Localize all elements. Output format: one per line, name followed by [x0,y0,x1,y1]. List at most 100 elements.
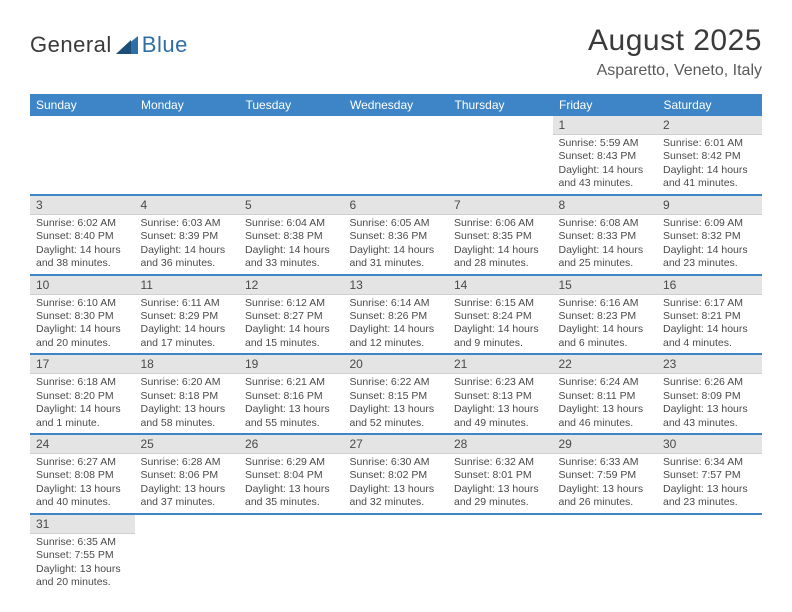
sunset-text: Sunset: 8:04 PM [245,469,338,482]
day-number: 8 [553,196,658,215]
day-details: Sunrise: 6:20 AMSunset: 8:18 PMDaylight:… [135,374,240,433]
daylight-text: Daylight: 13 hours and 20 minutes. [36,563,129,590]
sunset-text: Sunset: 8:39 PM [141,230,234,243]
sunrise-text: Sunrise: 6:23 AM [454,376,547,389]
weekday-header: Sunday [30,94,135,116]
calendar-cell: 21Sunrise: 6:23 AMSunset: 8:13 PMDayligh… [448,354,553,434]
daylight-text: Daylight: 14 hours and 33 minutes. [245,244,338,271]
day-number: 26 [239,435,344,454]
day-number: 10 [30,276,135,295]
sunrise-text: Sunrise: 6:24 AM [559,376,652,389]
calendar-cell: 1Sunrise: 5:59 AMSunset: 8:43 PMDaylight… [553,116,658,195]
calendar-week-row: 10Sunrise: 6:10 AMSunset: 8:30 PMDayligh… [30,275,762,355]
day-details: Sunrise: 6:21 AMSunset: 8:16 PMDaylight:… [239,374,344,433]
sunset-text: Sunset: 8:08 PM [36,469,129,482]
day-details: Sunrise: 6:06 AMSunset: 8:35 PMDaylight:… [448,215,553,274]
day-details: Sunrise: 6:30 AMSunset: 8:02 PMDaylight:… [344,454,449,513]
weekday-header: Friday [553,94,658,116]
day-number: 4 [135,196,240,215]
day-details: Sunrise: 6:22 AMSunset: 8:15 PMDaylight:… [344,374,449,433]
day-number: 17 [30,355,135,374]
sunset-text: Sunset: 8:29 PM [141,310,234,323]
day-details: Sunrise: 6:17 AMSunset: 8:21 PMDaylight:… [657,295,762,354]
daylight-text: Daylight: 13 hours and 46 minutes. [559,403,652,430]
page-subtitle: Asparetto, Veneto, Italy [588,62,762,80]
calendar-cell: 13Sunrise: 6:14 AMSunset: 8:26 PMDayligh… [344,275,449,355]
calendar-cell [344,116,449,195]
sunset-text: Sunset: 8:13 PM [454,390,547,403]
calendar-week-row: 3Sunrise: 6:02 AMSunset: 8:40 PMDaylight… [30,195,762,275]
sunrise-text: Sunrise: 6:29 AM [245,456,338,469]
daylight-text: Daylight: 14 hours and 1 minute. [36,403,129,430]
day-details: Sunrise: 6:26 AMSunset: 8:09 PMDaylight:… [657,374,762,433]
calendar-cell: 5 Sunrise: 6:04 AMSunset: 8:38 PMDaylight… [239,195,344,275]
day-number: 13 [344,276,449,295]
day-details: Sunrise: 6:24 AMSunset: 8:11 PMDaylight:… [553,374,658,433]
daylight-text: Daylight: 14 hours and 38 minutes. [36,244,129,271]
daylight-text: Daylight: 14 hours and 43 minutes. [559,164,652,191]
day-number: 24 [30,435,135,454]
day-number: 14 [448,276,553,295]
day-details: Sunrise: 6:09 AMSunset: 8:32 PMDaylight:… [657,215,762,274]
sunrise-text: Sunrise: 6:12 AM [245,297,338,310]
sunrise-text: Sunrise: 6:15 AM [454,297,547,310]
day-number: 20 [344,355,449,374]
sunrise-text: Sunrise: 6:08 AM [559,217,652,230]
daylight-text: Daylight: 14 hours and 31 minutes. [350,244,443,271]
daylight-text: Daylight: 14 hours and 9 minutes. [454,323,547,350]
sunset-text: Sunset: 8:43 PM [559,150,652,163]
day-number: 15 [553,276,658,295]
sunset-text: Sunset: 8:38 PM [245,230,338,243]
day-number: 6 [344,196,449,215]
daylight-text: Daylight: 14 hours and 20 minutes. [36,323,129,350]
daylight-text: Daylight: 13 hours and 35 minutes. [245,483,338,510]
weekday-header: Monday [135,94,240,116]
day-number: 9 [657,196,762,215]
sunset-text: Sunset: 8:21 PM [663,310,756,323]
sunrise-text: Sunrise: 6:33 AM [559,456,652,469]
sunrise-text: Sunrise: 6:17 AM [663,297,756,310]
day-number: 5 [239,196,344,215]
sunset-text: Sunset: 8:18 PM [141,390,234,403]
calendar-cell [30,116,135,195]
sunset-text: Sunset: 8:01 PM [454,469,547,482]
day-details: Sunrise: 6:03 AMSunset: 8:39 PMDaylight:… [135,215,240,274]
day-details: Sunrise: 6:28 AMSunset: 8:06 PMDaylight:… [135,454,240,513]
day-details: Sunrise: 6:35 AMSunset: 7:55 PMDaylight:… [30,534,135,593]
day-details: Sunrise: 5:59 AMSunset: 8:43 PMDaylight:… [553,135,658,194]
calendar-cell: 28Sunrise: 6:32 AMSunset: 8:01 PMDayligh… [448,434,553,514]
calendar-cell: 20Sunrise: 6:22 AMSunset: 8:15 PMDayligh… [344,354,449,434]
calendar-cell [448,116,553,195]
sunset-text: Sunset: 8:23 PM [559,310,652,323]
sunrise-text: Sunrise: 6:14 AM [350,297,443,310]
sunrise-text: Sunrise: 6:32 AM [454,456,547,469]
day-number: 11 [135,276,240,295]
calendar-cell: 30Sunrise: 6:34 AMSunset: 7:57 PMDayligh… [657,434,762,514]
daylight-text: Daylight: 13 hours and 23 minutes. [663,483,756,510]
sunset-text: Sunset: 8:33 PM [559,230,652,243]
calendar-cell: 23Sunrise: 6:26 AMSunset: 8:09 PMDayligh… [657,354,762,434]
sunrise-text: Sunrise: 6:26 AM [663,376,756,389]
calendar-week-row: 24Sunrise: 6:27 AMSunset: 8:08 PMDayligh… [30,434,762,514]
header: General Blue August 2025 Asparetto, Vene… [30,24,762,80]
weekday-header: Thursday [448,94,553,116]
sunset-text: Sunset: 8:42 PM [663,150,756,163]
day-number: 23 [657,355,762,374]
weekday-header: Saturday [657,94,762,116]
day-number: 31 [30,515,135,534]
sunrise-text: Sunrise: 6:11 AM [141,297,234,310]
day-details: Sunrise: 6:01 AMSunset: 8:42 PMDaylight:… [657,135,762,194]
daylight-text: Daylight: 14 hours and 4 minutes. [663,323,756,350]
sunrise-text: Sunrise: 6:06 AM [454,217,547,230]
day-details: Sunrise: 6:10 AMSunset: 8:30 PMDaylight:… [30,295,135,354]
daylight-text: Daylight: 13 hours and 52 minutes. [350,403,443,430]
calendar-cell: 7Sunrise: 6:06 AMSunset: 8:35 PMDaylight… [448,195,553,275]
day-details: Sunrise: 6:29 AMSunset: 8:04 PMDaylight:… [239,454,344,513]
sunrise-text: Sunrise: 6:04 AM [245,217,338,230]
sunrise-text: Sunrise: 6:05 AM [350,217,443,230]
sunrise-text: Sunrise: 6:22 AM [350,376,443,389]
sunset-text: Sunset: 8:20 PM [36,390,129,403]
calendar-week-row: 31Sunrise: 6:35 AMSunset: 7:55 PMDayligh… [30,514,762,593]
calendar-cell: 19Sunrise: 6:21 AMSunset: 8:16 PMDayligh… [239,354,344,434]
calendar-cell: 18Sunrise: 6:20 AMSunset: 8:18 PMDayligh… [135,354,240,434]
